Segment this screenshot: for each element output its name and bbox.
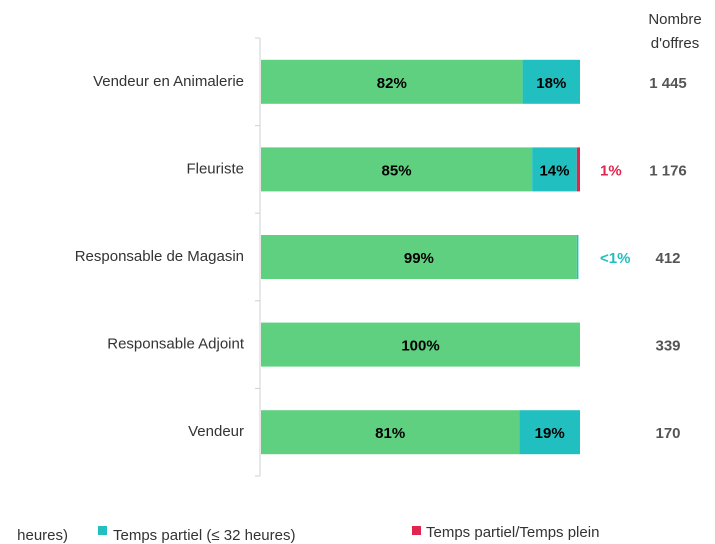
legend-label: heures) (17, 527, 68, 544)
bar-segment (519, 410, 580, 455)
bar-segment (532, 147, 577, 192)
legend-swatch (412, 526, 421, 535)
offers-header: Nombre (648, 11, 701, 28)
bar-segment (261, 322, 580, 367)
bar-segment (261, 235, 577, 279)
bar-segment (576, 147, 580, 192)
category-label: Fleuriste (186, 160, 244, 177)
value-label: 14% (539, 162, 569, 179)
value-label: 99% (404, 250, 434, 267)
offer-count: 412 (655, 250, 680, 267)
legend-label: Temps partiel/Temps plein (426, 524, 599, 541)
value-label: 100% (401, 338, 439, 355)
legend-swatch (98, 526, 107, 535)
bar-segment (261, 410, 520, 455)
value-label: 18% (536, 75, 566, 92)
legend-label: Temps partiel (≤ 32 heures) (113, 527, 295, 544)
value-label: 19% (535, 425, 565, 442)
category-label: Responsable de Magasin (75, 248, 244, 265)
bar-segment (261, 147, 533, 192)
bar-segment (261, 59, 523, 104)
bar-segment (522, 59, 580, 104)
value-label: 85% (382, 162, 412, 179)
value-label: 82% (377, 75, 407, 92)
value-label: 1% (600, 162, 622, 179)
value-label: 81% (375, 425, 405, 442)
offer-count: 339 (655, 338, 680, 355)
offers-header: d'offres (651, 35, 699, 52)
category-label: Vendeur en Animalerie (93, 73, 244, 90)
offer-count: 170 (655, 425, 680, 442)
category-label: Responsable Adjoint (107, 336, 245, 353)
category-label: Vendeur (188, 423, 244, 440)
bar-segment (576, 235, 579, 279)
offer-count: 1 445 (649, 75, 687, 92)
value-label: <1% (600, 250, 630, 267)
offer-count: 1 176 (649, 162, 687, 179)
